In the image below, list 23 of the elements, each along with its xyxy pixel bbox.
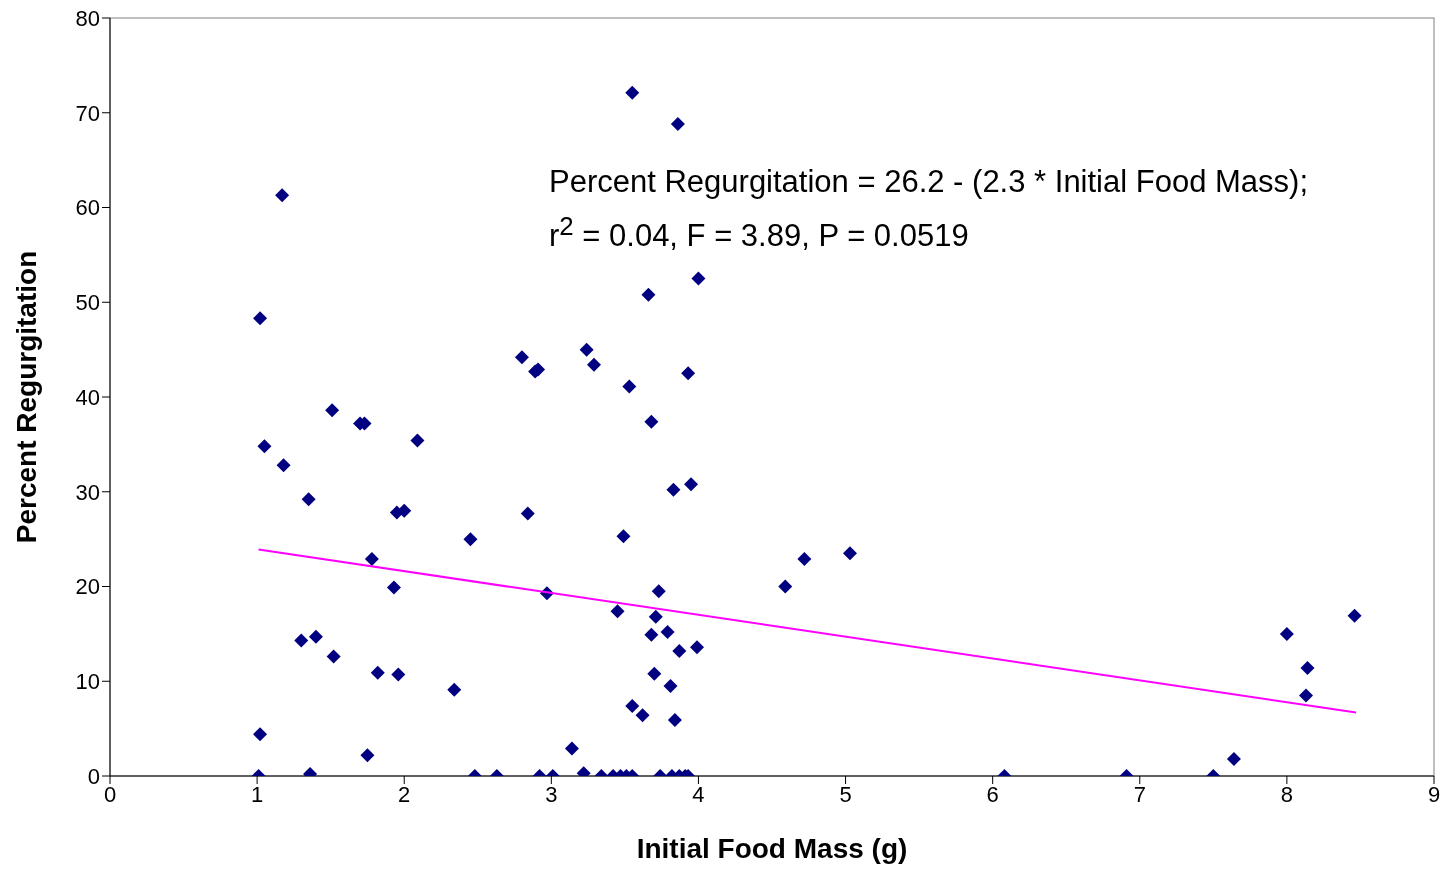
x-tick-label: 8: [1280, 781, 1294, 807]
x-tick-label: 2: [398, 781, 411, 807]
x-tick-label: 7: [1133, 781, 1146, 807]
annotation: r$^{2}$ = 0.04, F = 3.89, P = 0.0519: [549, 211, 970, 256]
y-tick-label: 60: [75, 195, 100, 221]
y-tick-label: 50: [75, 290, 100, 316]
y-tick-label: 70: [75, 100, 100, 126]
x-tick-label: 5: [839, 781, 852, 807]
y-tick-label: 80: [75, 5, 100, 31]
y-tick-label: 10: [75, 669, 100, 695]
x-tick-label: 9: [1427, 781, 1441, 807]
y-tick-label: 20: [75, 574, 100, 600]
x-tick-label: 0: [103, 781, 117, 807]
y-tick-label: 0: [87, 763, 100, 789]
annotation: Percent Regurgitation = 26.2 - (2.3 * Initial Food Mass);: [549, 163, 1309, 201]
y-tick-label: 30: [75, 479, 100, 505]
y-axis-title: Percent Regurgitation: [10, 250, 42, 544]
x-tick-label: 1: [250, 781, 264, 807]
x-tick-label: 6: [986, 781, 999, 807]
x-tick-label: 3: [545, 781, 558, 807]
y-tick-label: 40: [75, 384, 100, 410]
x-axis-title: Initial Food Mass (g): [636, 833, 908, 864]
x-tick-label: 4: [692, 781, 705, 807]
